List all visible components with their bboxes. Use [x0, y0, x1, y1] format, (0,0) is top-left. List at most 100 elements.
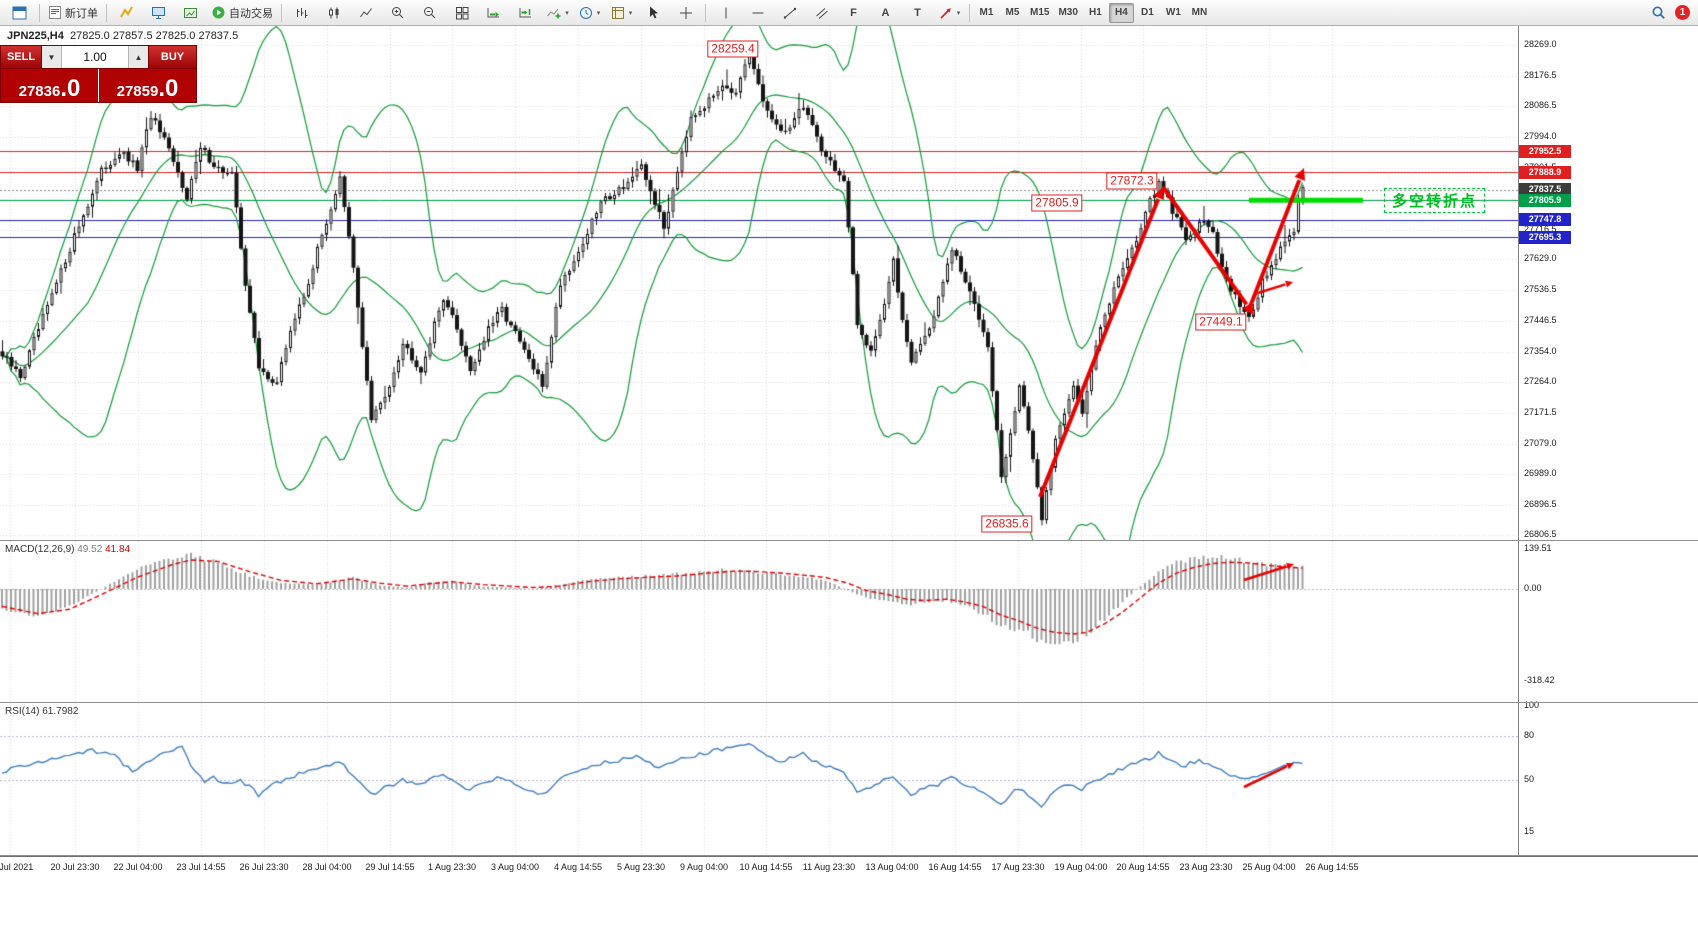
search-icon[interactable]: [1643, 1, 1674, 25]
periods-icon[interactable]: ▾: [574, 1, 605, 25]
candlestick-chart-icon[interactable]: [318, 1, 349, 25]
cursor-icon[interactable]: [638, 1, 669, 25]
templates-icon[interactable]: ▾: [606, 1, 637, 25]
crosshair-icon[interactable]: [670, 1, 701, 25]
buy-price-main: 27859: [116, 83, 159, 100]
time-axis-label: 26 Jul 23:30: [239, 862, 289, 872]
fibonacci-icon[interactable]: F: [838, 1, 869, 25]
timeframe-m1[interactable]: M1: [974, 3, 999, 23]
sell-price[interactable]: 27836 .0: [1, 69, 98, 102]
trendline-icon[interactable]: [774, 1, 805, 25]
timeframe-group: M1 M5 M15 M30 H1 H4 D1 W1 MN: [974, 2, 1212, 23]
sell-price-frac: .0: [60, 74, 81, 102]
ohlc-readout: 27825.0 27857.5 27825.0 27837.5: [70, 30, 239, 42]
time-axis-label: 23 Jul 14:55: [176, 862, 226, 872]
terminal-icon[interactable]: [175, 1, 206, 25]
macd-axis-label: 0.00: [1524, 583, 1542, 593]
timeframe-m15[interactable]: M15: [1026, 3, 1053, 23]
time-axis-label: 1 Aug 23:30: [427, 862, 477, 872]
time-axis-label: 25 Aug 04:00: [1242, 862, 1296, 872]
timeframe-m30[interactable]: M30: [1054, 3, 1081, 23]
time-axis-label: 13 Aug 04:00: [865, 862, 919, 872]
chevron-down-icon: ▾: [596, 9, 601, 17]
timeframe-d1[interactable]: D1: [1135, 3, 1160, 23]
one-click-trade-panel: SELL ▼ 1.00 ▲ BUY 27836 .0 27859 .0: [0, 45, 197, 103]
volume-input[interactable]: 1.00: [62, 46, 128, 68]
timeframe-h4[interactable]: H4: [1108, 2, 1134, 23]
rsi-header: RSI(14) 61.7982: [5, 706, 78, 717]
time-axis-label: 4 Aug 14:55: [553, 862, 603, 872]
time-axis-label: 22 Jul 04:00: [113, 862, 163, 872]
bull-bear-turning-point-note[interactable]: 多空转折点: [1384, 188, 1486, 213]
notification-badge[interactable]: 1: [1675, 5, 1690, 20]
indicators-icon[interactable]: ▾: [542, 1, 573, 25]
chevron-down-icon: ▾: [956, 9, 961, 17]
panel-separator[interactable]: [0, 540, 1698, 541]
rsi-axis-label: 100: [1524, 700, 1540, 710]
zoom-out-icon[interactable]: [414, 1, 445, 25]
macd-value-signal: 41.84: [105, 544, 131, 555]
price-annotation[interactable]: 27449.1: [1195, 313, 1247, 331]
price-axis-label: 27994.0: [1524, 131, 1557, 142]
buy-price-frac: .0: [158, 74, 179, 102]
price-axis-label: 27536.5: [1524, 284, 1557, 295]
timeframe-m5[interactable]: M5: [1000, 3, 1025, 23]
panel-separator[interactable]: [0, 702, 1698, 703]
price-axis-label: 27629.0: [1524, 253, 1557, 264]
timeframe-h1[interactable]: H1: [1083, 3, 1108, 23]
price-axis[interactable]: 28269.028176.528086.527994.027901.527809…: [1518, 26, 1698, 856]
text-tool-icon[interactable]: A: [870, 1, 901, 25]
price-axis-label: 27354.0: [1524, 345, 1557, 356]
price-annotation[interactable]: 27805.9: [1031, 194, 1083, 212]
label-letter: T: [914, 6, 921, 19]
volume-increase-button[interactable]: ▲: [128, 46, 148, 68]
new-order-icon: [49, 6, 61, 19]
main-chart-canvas[interactable]: [0, 26, 1518, 540]
bar-chart-icon[interactable]: [286, 1, 317, 25]
price-axis-label: 26896.5: [1524, 498, 1557, 509]
time-axis-label: 10 Aug 14:55: [739, 862, 793, 872]
data-window-icon[interactable]: [143, 1, 174, 25]
buy-button[interactable]: BUY: [148, 46, 196, 68]
volume-decrease-button[interactable]: ▼: [42, 46, 62, 68]
chart-window-icon[interactable]: [4, 1, 35, 25]
price-axis-label: 27079.0: [1524, 437, 1557, 448]
price-axis-label: 27264.0: [1524, 375, 1557, 386]
time-axis-label: 19 Aug 04:00: [1054, 862, 1108, 872]
arrows-tool-icon[interactable]: ▾: [934, 1, 965, 25]
tile-windows-icon[interactable]: [446, 1, 477, 25]
macd-axis-label: -318.42: [1524, 675, 1555, 686]
timeframe-w1[interactable]: W1: [1161, 3, 1186, 23]
channel-icon[interactable]: [806, 1, 837, 25]
buy-price[interactable]: 27859 .0: [98, 69, 196, 102]
time-axis-label: 16 Aug 14:55: [928, 862, 982, 872]
price-axis-label: 27716.5: [1524, 224, 1557, 235]
toolbar-separator: [705, 3, 706, 22]
autotrade-button[interactable]: 自动交易: [207, 2, 277, 24]
horizontal-line-icon[interactable]: [742, 1, 773, 25]
zoom-in-icon[interactable]: [382, 1, 413, 25]
price-annotation[interactable]: 26835.6: [981, 515, 1033, 533]
label-tool-icon[interactable]: T: [902, 1, 933, 25]
price-annotation[interactable]: 27872.3: [1106, 172, 1158, 190]
toolbar: 新订单 自动交易 ▾ ▾ ▾ F A T ▾ M1 M5 M15 M30 H1: [0, 0, 1698, 26]
price-axis-label: 26989.0: [1524, 467, 1557, 478]
macd-panel-canvas[interactable]: [0, 541, 1518, 702]
rsi-panel-canvas[interactable]: [0, 703, 1518, 855]
time-axis-label: 28 Jul 04:00: [302, 862, 352, 872]
market-watch-icon[interactable]: [111, 1, 142, 25]
time-axis[interactable]: 19 Jul 2021 20 Jul 23:30 22 Jul 04:00 23 Ju…: [0, 856, 1698, 883]
panel-separator: [0, 855, 1698, 856]
price-annotation[interactable]: 28259.4: [707, 40, 759, 58]
line-chart-icon[interactable]: [350, 1, 381, 25]
time-axis-label: 20 Aug 14:55: [1116, 862, 1170, 872]
timeframe-mn[interactable]: MN: [1187, 3, 1212, 23]
chart-shift-icon[interactable]: [510, 1, 541, 25]
vertical-line-icon[interactable]: [710, 1, 741, 25]
play-icon: [212, 6, 225, 19]
price-line-badge: 27805.9: [1519, 193, 1571, 207]
new-order-button[interactable]: 新订单: [44, 2, 102, 24]
sell-button[interactable]: SELL: [1, 46, 42, 68]
auto-scroll-icon[interactable]: [478, 1, 509, 25]
toolbar-separator: [281, 3, 282, 22]
